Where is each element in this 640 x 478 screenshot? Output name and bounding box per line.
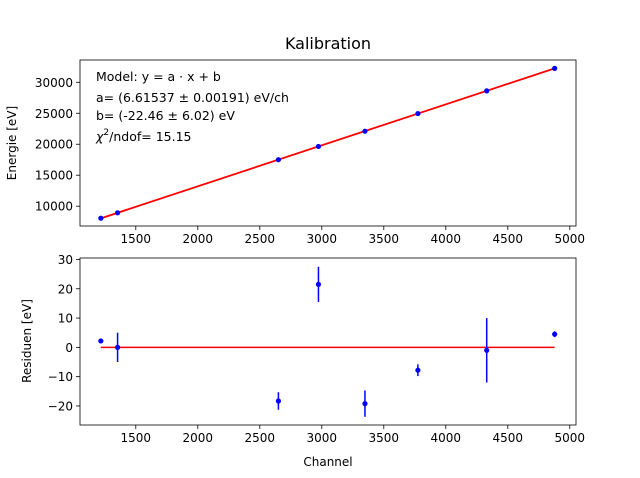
x-tick-label: 1500: [121, 431, 152, 445]
x-tick-label: 5000: [555, 431, 586, 445]
residual-x-axis-label: Channel: [303, 455, 352, 469]
data-point: [552, 65, 558, 71]
y-tick-label: 0: [65, 341, 73, 355]
x-tick-label: 2000: [183, 232, 214, 246]
residual-plot-area: 1500 2000 2500 3000 3500 4000 4500 5000 −20 −10 0 1…: [48, 253, 585, 445]
data-point: [415, 367, 421, 373]
annotation-chi-symbol: χ: [95, 129, 104, 144]
x-tick-label: 3000: [307, 431, 338, 445]
y-tick-label: −20: [48, 399, 73, 413]
fit-line: [100, 67, 555, 220]
data-point: [484, 347, 490, 353]
residual-panel: 1500 2000 2500 3000 3500 4000 4500 5000 −20 −10 0 1…: [20, 253, 585, 469]
x-tick-label: 5000: [555, 232, 586, 246]
chart-title: Kalibration: [285, 34, 371, 53]
data-point: [484, 88, 490, 94]
x-tick-label: 3000: [307, 232, 338, 246]
y-tick-label: −10: [48, 370, 73, 384]
y-tick-label: 25000: [35, 107, 73, 121]
x-tick-label: 3500: [369, 232, 400, 246]
data-point: [362, 128, 368, 134]
x-tick-label: 2000: [183, 431, 214, 445]
axes-frame: [79, 59, 577, 227]
y-tick-label: 10: [58, 312, 73, 326]
x-tick-label: 4000: [431, 431, 462, 445]
residual-y-axis-label: Residuen [eV]: [20, 299, 34, 383]
axes-frame: [79, 257, 577, 426]
data-point: [275, 157, 281, 163]
y-tick-label: 20: [58, 282, 73, 296]
x-tick-label: 4500: [493, 431, 524, 445]
annotation-slope: a= (6.61537 ± 0.00191) eV/ch: [96, 90, 289, 105]
calibration-y-axis-label: Energie [eV]: [5, 106, 19, 180]
x-tick-label: 1500: [121, 232, 152, 246]
data-point: [98, 338, 104, 344]
data-point: [114, 210, 121, 216]
y-tick-label: 10000: [35, 200, 73, 214]
y-tick-label: 15000: [35, 169, 73, 183]
x-tick-label: 2500: [245, 232, 276, 246]
calibration-plot-area: 1500 2000 2500 3000 3500 4000 4500 5000 10000 150…: [35, 59, 586, 246]
data-point: [315, 281, 322, 287]
x-tick-label: 4000: [431, 232, 462, 246]
annotation-chi-exponent: 2: [103, 128, 109, 138]
annotation-model: Model: y = a · x + b: [96, 69, 221, 84]
x-tick-label: 4500: [493, 232, 524, 246]
y-tick-label: 20000: [35, 138, 73, 152]
y-tick-label: 30: [58, 253, 73, 267]
annotation-chi2-value: /ndof= 15.15: [109, 129, 191, 144]
data-point: [275, 398, 281, 404]
annotation-chi2: χ2/ndof= 15.15: [95, 128, 192, 144]
data-point: [552, 331, 558, 337]
calibration-panel: Kalibration 1500 2000 2500 3000 3500 4000 4500…: [5, 34, 585, 246]
y-tick-label: 30000: [35, 76, 73, 90]
data-point: [415, 110, 421, 117]
fit-annotation: Model: y = a · x + b a= (6.61537 ± 0.001…: [95, 69, 289, 144]
data-point: [315, 143, 322, 150]
data-point: [98, 215, 104, 221]
x-tick-label: 2500: [245, 431, 276, 445]
data-point: [114, 344, 121, 350]
x-tick-label: 3500: [369, 431, 400, 445]
data-point: [362, 401, 368, 407]
annotation-intercept: b= (-22.46 ± 6.02) eV: [96, 108, 235, 123]
